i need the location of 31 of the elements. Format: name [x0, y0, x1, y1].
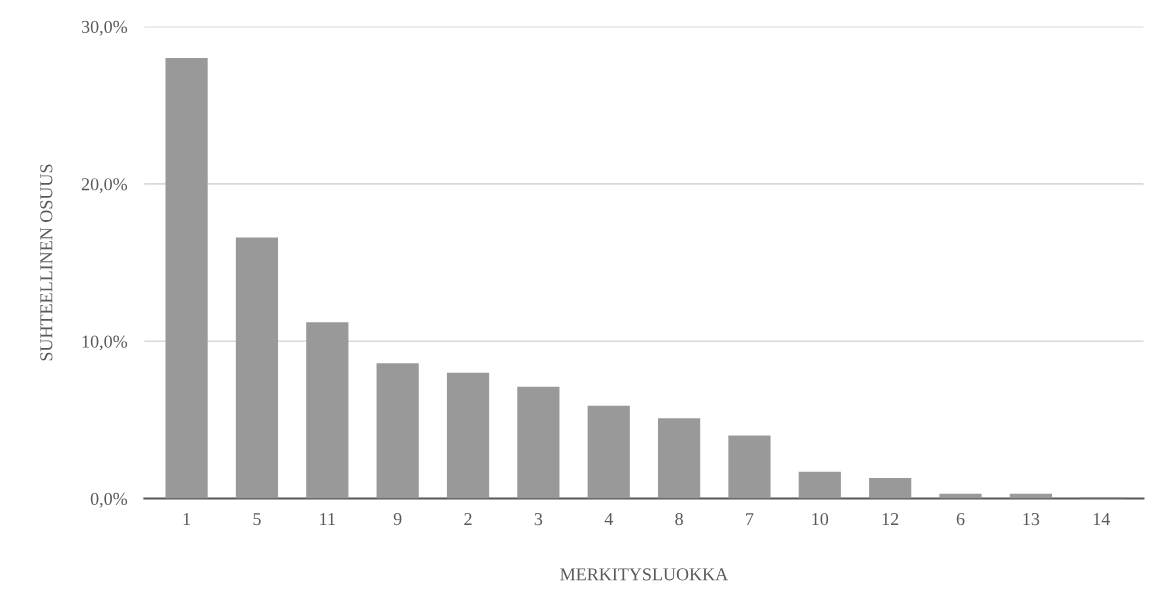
x-tick-label: 11 [320, 513, 335, 525]
x-tick-label: 8 [675, 512, 683, 526]
bar [517, 386, 560, 499]
x-tick-label: 3 [534, 513, 543, 526]
bar [869, 478, 912, 499]
bar [728, 435, 771, 499]
x-tick-label: 1 [183, 513, 191, 525]
x-tick-label: 4 [604, 513, 613, 525]
bar [587, 405, 630, 499]
x-tick-label: 5 [253, 513, 261, 526]
x-tick-label: 13 [1023, 513, 1040, 526]
y-tick-label: 10,0% [82, 335, 128, 351]
x-tick-label: 12 [882, 513, 899, 525]
bar [235, 237, 279, 499]
x-tick-label: 2 [464, 513, 472, 525]
x-tick-label: 6 [956, 513, 965, 526]
bar [306, 322, 349, 499]
x-tick-label: 9 [393, 513, 402, 526]
bar [446, 372, 490, 499]
x-tick-label: 10 [812, 512, 829, 526]
y-tick-label: 0,0% [90, 492, 128, 508]
bar [657, 418, 701, 499]
bar [376, 363, 419, 499]
x-tick-label: 7 [746, 513, 754, 525]
bar [798, 471, 841, 499]
bar [165, 58, 208, 499]
x-axis-title: MERKITYSLUOKKA [560, 568, 729, 581]
y-tick-label: 30,0% [81, 20, 128, 36]
x-tick-label: 14 [1093, 513, 1110, 525]
y-axis-title: SUHTEELLINEN OSUUS [40, 164, 53, 361]
y-tick-label: 20,0% [81, 178, 128, 193]
